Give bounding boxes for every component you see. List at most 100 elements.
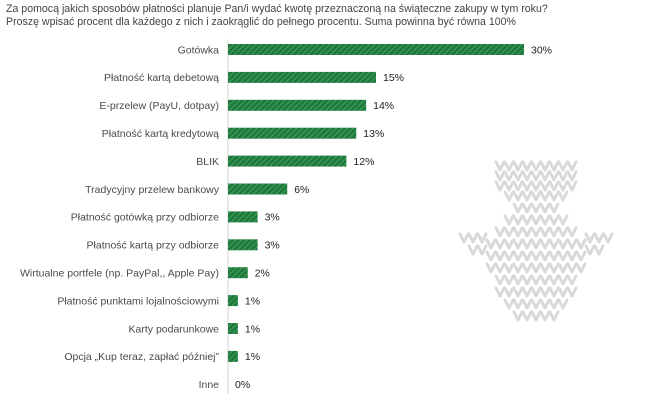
knit-stitch	[512, 310, 524, 322]
knit-stitch	[539, 274, 551, 286]
knit-stitch	[557, 298, 569, 310]
value-label: 1%	[245, 323, 260, 335]
knit-stitch	[503, 170, 515, 182]
knit-stitch	[548, 274, 560, 286]
knit-stitch	[566, 160, 578, 172]
value-label: 15%	[383, 72, 404, 84]
knit-stitch	[557, 160, 569, 172]
knit-stitch	[485, 238, 497, 250]
knit-stitch	[521, 190, 533, 202]
knit-stitch	[503, 274, 515, 286]
knit-stitch	[521, 238, 533, 250]
knit-stitch	[521, 274, 533, 286]
knit-stitch	[539, 226, 551, 238]
knit-stitch	[548, 170, 560, 182]
category-label: BLIK	[196, 156, 219, 168]
bar	[228, 155, 347, 167]
knit-stitch	[548, 250, 560, 262]
knit-stitch	[494, 238, 506, 250]
knit-stitch	[539, 310, 551, 322]
knit-stitch	[503, 190, 515, 202]
category-label: Płatność punktami lojalnościowymi	[57, 295, 219, 307]
knit-stitch	[593, 232, 605, 244]
knit-stitch	[566, 286, 578, 298]
category-label: Karty podarunkowe	[129, 323, 220, 335]
knit-stitch	[467, 232, 479, 244]
knit-stitch	[503, 180, 515, 192]
knit-stitch	[512, 262, 524, 274]
knit-stitch	[521, 250, 533, 262]
knit-stitch	[539, 170, 551, 182]
value-label: 13%	[363, 128, 384, 140]
knit-stitch	[566, 274, 578, 286]
value-label: 14%	[373, 100, 394, 112]
category-label: Tradycyjny przelew bankowy	[85, 184, 220, 196]
knit-stitch	[521, 298, 533, 310]
knit-stitch	[512, 298, 524, 310]
knit-stitch	[557, 250, 569, 262]
knit-stitch	[575, 250, 587, 262]
chart-title: Za pomocą jakich sposobów płatności plan…	[6, 3, 652, 29]
knit-stitch	[566, 226, 578, 238]
knit-stitch	[557, 286, 569, 298]
knit-stitch	[494, 180, 506, 192]
knit-stitch	[548, 226, 560, 238]
knit-stitch	[467, 244, 479, 256]
bar	[228, 267, 248, 279]
knit-stitch	[566, 250, 578, 262]
value-label: 12%	[353, 156, 374, 168]
knit-stitch	[521, 226, 533, 238]
knit-stitch	[530, 170, 542, 182]
value-label: 1%	[245, 295, 260, 307]
knit-stitch	[512, 170, 524, 182]
knit-stitch	[557, 214, 569, 226]
category-label: Wirtualne portfele (np. PayPal,, Apple P…	[20, 268, 219, 280]
category-label: Płatność gotówką przy odbiorze	[71, 212, 219, 224]
category-label: Gotówka	[178, 44, 220, 56]
knit-stitch	[458, 232, 470, 244]
knit-stitch	[566, 262, 578, 274]
knit-stitch	[548, 262, 560, 274]
knit-stitch	[512, 202, 524, 214]
knit-stitch	[494, 170, 506, 182]
knit-stitch	[575, 238, 587, 250]
knit-stitch	[548, 202, 560, 214]
knit-stitch	[494, 274, 506, 286]
knit-stitch	[530, 262, 542, 274]
knit-stitch	[557, 180, 569, 192]
knit-stitch	[548, 160, 560, 172]
knit-stitch	[512, 226, 524, 238]
knit-stitch	[521, 286, 533, 298]
knit-stitch	[521, 214, 533, 226]
bar	[228, 323, 238, 334]
knit-stitch	[494, 226, 506, 238]
category-label: Płatność kartą przy odbiorze	[87, 240, 220, 252]
knit-stitch	[476, 244, 488, 256]
knit-stitch	[530, 180, 542, 192]
knit-stitch	[602, 232, 614, 244]
knit-stitch	[503, 238, 515, 250]
knit-stitch	[548, 286, 560, 298]
value-label: 6%	[294, 184, 309, 196]
bar	[228, 183, 288, 195]
knit-stitch	[584, 244, 596, 256]
knitted-snowman-icon	[458, 160, 614, 322]
knit-stitch	[530, 310, 542, 322]
value-label: 3%	[265, 212, 280, 224]
knit-stitch	[521, 160, 533, 172]
knit-stitch	[575, 262, 587, 274]
bar	[228, 211, 258, 223]
knit-stitch	[476, 232, 488, 244]
knit-stitch	[485, 250, 497, 262]
knit-stitch	[530, 202, 542, 214]
knit-stitch	[530, 160, 542, 172]
knit-stitch	[512, 180, 524, 192]
knit-stitch	[566, 180, 578, 192]
bar	[228, 44, 524, 55]
knit-stitch	[557, 190, 569, 202]
knit-stitch	[521, 262, 533, 274]
knit-stitch	[539, 202, 551, 214]
knit-stitch	[548, 214, 560, 226]
category-label: Inne	[199, 379, 220, 391]
